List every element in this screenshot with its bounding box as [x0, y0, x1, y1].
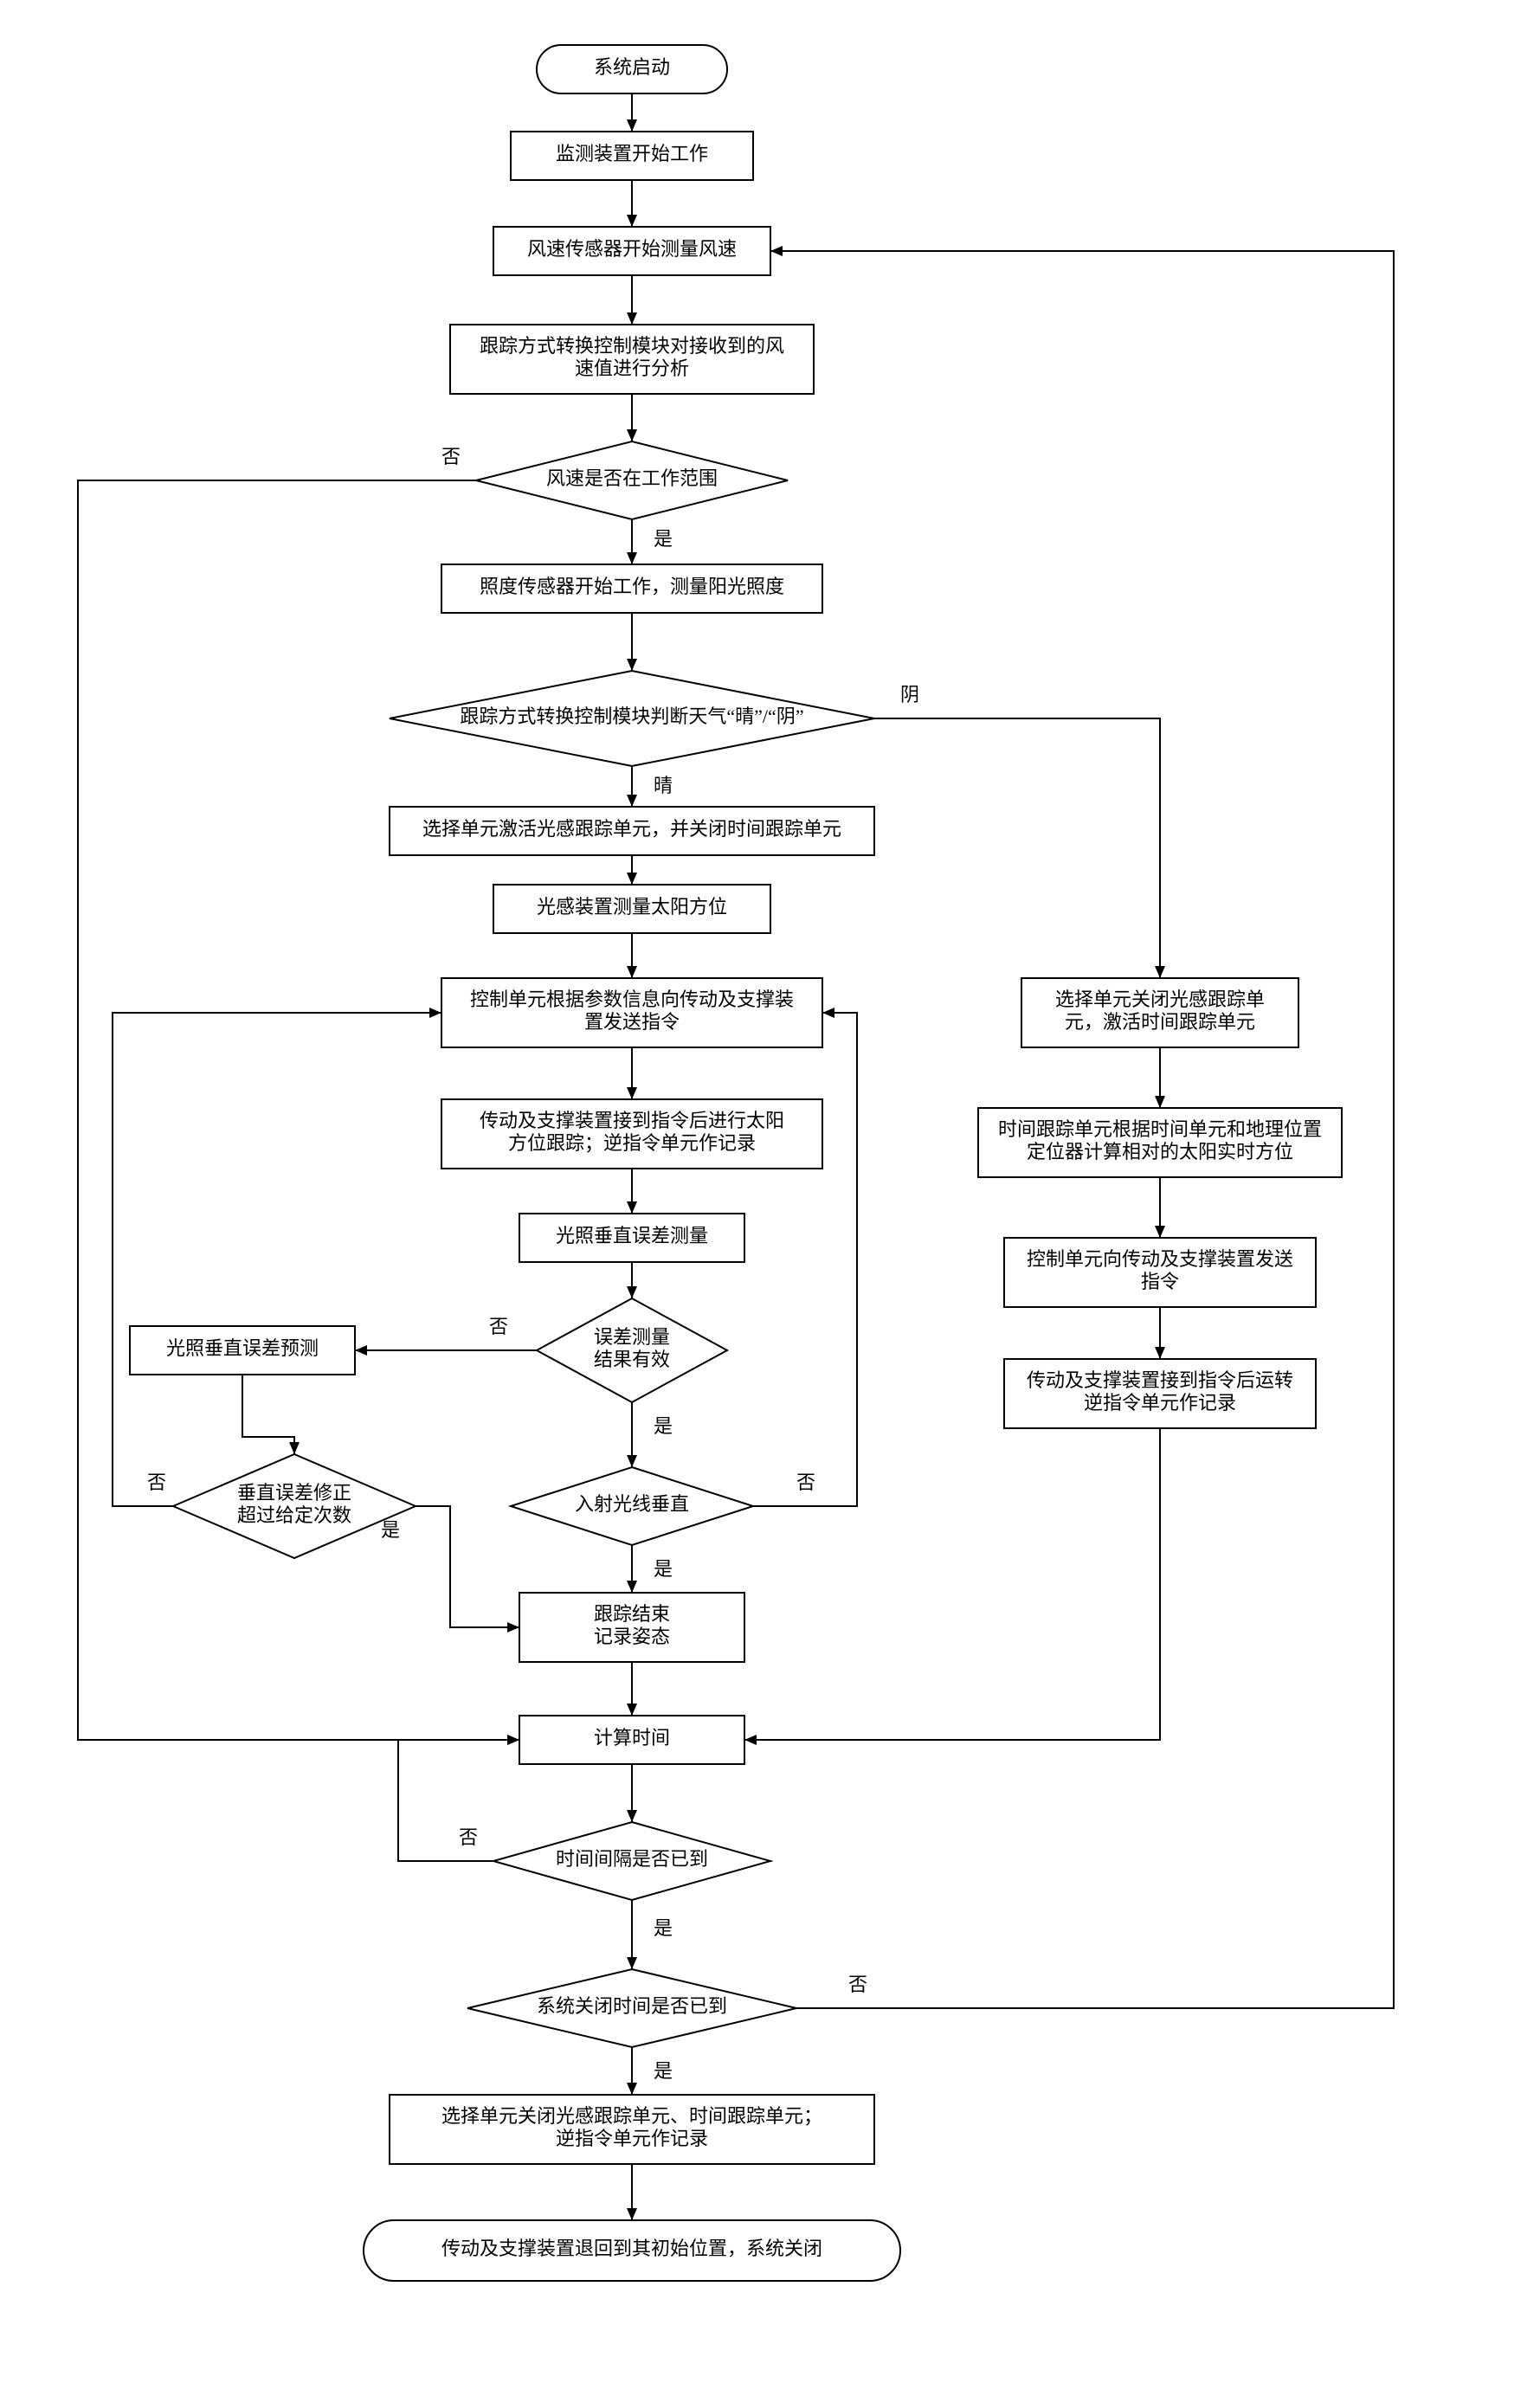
edge-label: 是: [654, 1558, 673, 1580]
edge-label: 否: [489, 1316, 508, 1337]
svg-text:选择单元激活光感跟踪单元，并关闭时间跟踪单元: 选择单元激活光感跟踪单元，并关闭时间跟踪单元: [422, 818, 841, 840]
edge: [874, 718, 1160, 978]
svg-text:控制单元根据参数信息向传动及支撑装: 控制单元根据参数信息向传动及支撑装: [470, 989, 794, 1010]
svg-text:光感装置测量太阳方位: 光感装置测量太阳方位: [537, 896, 727, 918]
svg-text:垂直误差修正: 垂直误差修正: [237, 1482, 351, 1504]
svg-text:超过给定次数: 超过给定次数: [237, 1504, 351, 1526]
svg-text:逆指令单元作记录: 逆指令单元作记录: [556, 2128, 708, 2149]
edge-label: 是: [654, 1917, 673, 1939]
edge-label: 是: [654, 1415, 673, 1437]
svg-text:监测装置开始工作: 监测装置开始工作: [556, 143, 708, 164]
svg-text:指令: 指令: [1141, 1271, 1179, 1292]
edge-label: 是: [654, 2060, 673, 2082]
edge: [416, 1506, 519, 1627]
svg-text:计算时间: 计算时间: [594, 1727, 670, 1749]
edge: [753, 1013, 857, 1506]
svg-text:跟踪方式转换控制模块判断天气“晴”/“阴”: 跟踪方式转换控制模块判断天气“晴”/“阴”: [460, 705, 803, 727]
edge-label: 是: [381, 1519, 400, 1541]
svg-text:逆指令单元作记录: 逆指令单元作记录: [1084, 1392, 1236, 1414]
svg-text:照度传感器开始工作，测量阳光照度: 照度传感器开始工作，测量阳光照度: [480, 576, 784, 597]
svg-text:时间间隔是否已到: 时间间隔是否已到: [556, 1848, 708, 1870]
svg-text:光照垂直误差测量: 光照垂直误差测量: [556, 1225, 708, 1246]
svg-text:风速是否在工作范围: 风速是否在工作范围: [546, 467, 718, 489]
svg-text:系统关闭时间是否已到: 系统关闭时间是否已到: [537, 1995, 727, 2017]
edge-label: 否: [459, 1826, 478, 1848]
edge-label: 晴: [654, 775, 673, 796]
svg-text:选择单元关闭光感跟踪单元、时间跟踪单元；: 选择单元关闭光感跟踪单元、时间跟踪单元；: [441, 2105, 822, 2127]
svg-text:记录姿态: 记录姿态: [594, 1626, 670, 1647]
edge-label: 阴: [900, 684, 919, 705]
svg-text:传动及支撑装置接到指令后运转: 传动及支撑装置接到指令后运转: [1027, 1369, 1293, 1391]
edge: [113, 1013, 441, 1506]
svg-text:入射光线垂直: 入射光线垂直: [575, 1493, 689, 1515]
svg-text:选择单元关闭光感跟踪单: 选择单元关闭光感跟踪单: [1055, 989, 1265, 1010]
svg-text:结果有效: 结果有效: [594, 1349, 670, 1370]
svg-text:跟踪方式转换控制模块对接收到的风: 跟踪方式转换控制模块对接收到的风: [480, 335, 784, 357]
svg-text:置发送指令: 置发送指令: [584, 1011, 680, 1033]
svg-text:传动及支撑装置接到指令后进行太阳: 传动及支撑装置接到指令后进行太阳: [480, 1110, 784, 1131]
svg-text:时间跟踪单元根据时间单元和地理位置: 时间跟踪单元根据时间单元和地理位置: [998, 1118, 1322, 1140]
svg-text:控制单元向传动及支撑装置发送: 控制单元向传动及支撑装置发送: [1027, 1248, 1293, 1270]
svg-text:速值进行分析: 速值进行分析: [575, 357, 689, 379]
edge: [242, 1375, 294, 1454]
flowchart-canvas: 是否晴阴是否否是是否是否是否系统启动监测装置开始工作风速传感器开始测量风速跟踪方…: [17, 17, 1540, 2366]
edge-label: 是: [654, 528, 673, 550]
svg-text:方位跟踪；逆指令单元作记录: 方位跟踪；逆指令单元作记录: [508, 1132, 756, 1154]
svg-text:定位器计算相对的太阳实时方位: 定位器计算相对的太阳实时方位: [1027, 1141, 1293, 1163]
edge-label: 否: [848, 1974, 867, 1995]
svg-text:光照垂直误差预测: 光照垂直误差预测: [166, 1337, 319, 1359]
edge-label: 否: [796, 1472, 815, 1493]
edge-label: 否: [147, 1472, 166, 1493]
svg-text:风速传感器开始测量风速: 风速传感器开始测量风速: [527, 238, 737, 260]
svg-text:传动及支撑装置退回到其初始位置，系统关闭: 传动及支撑装置退回到其初始位置，系统关闭: [441, 2238, 822, 2259]
svg-text:系统启动: 系统启动: [594, 56, 670, 78]
svg-text:跟踪结束: 跟踪结束: [594, 1603, 670, 1625]
edge-label: 否: [441, 446, 461, 467]
svg-text:元，激活时间跟踪单元: 元，激活时间跟踪单元: [1065, 1011, 1255, 1033]
svg-text:误差测量: 误差测量: [594, 1326, 670, 1348]
